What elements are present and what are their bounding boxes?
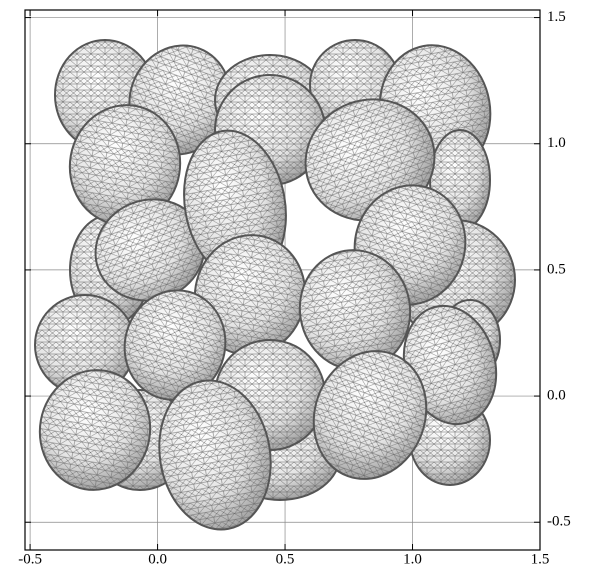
y-tick-label: 1.0 [547, 135, 566, 151]
x-tick-label: 1.5 [531, 551, 550, 567]
x-tick-label: 0.0 [148, 551, 167, 567]
y-tick-label: -0.5 [547, 514, 571, 530]
y-tick-label: 0.0 [547, 388, 566, 404]
x-tick-label: 1.0 [403, 551, 422, 567]
particles [30, 31, 515, 538]
x-tick-label: 0.5 [276, 551, 295, 567]
chart: -0.5 0.0 0.5 1.0 1.5 -0.5 0.0 0.5 1.0 1.5 [0, 0, 597, 568]
y-tick-label: 0.5 [547, 261, 566, 277]
x-tick-label: -0.5 [18, 551, 42, 567]
y-tick-label: 1.5 [547, 9, 566, 25]
